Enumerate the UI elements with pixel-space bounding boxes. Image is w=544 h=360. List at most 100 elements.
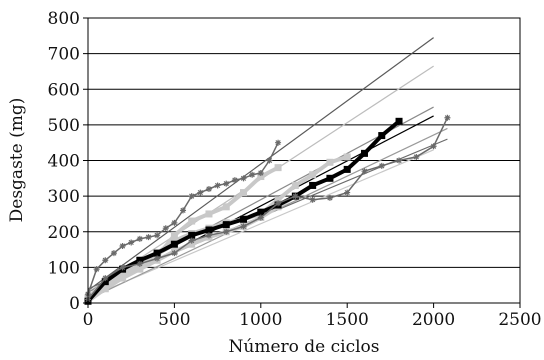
data-point	[119, 271, 127, 278]
data-point	[188, 231, 196, 239]
data-point	[343, 165, 351, 173]
y-tick-label: 500	[48, 116, 80, 136]
data-point	[291, 181, 299, 189]
data-point	[171, 219, 178, 226]
y-tick-label: 400	[48, 152, 80, 172]
data-point	[274, 196, 282, 204]
data-point	[378, 162, 385, 169]
data-point	[102, 257, 109, 264]
data-point	[223, 180, 230, 187]
data-point	[395, 117, 403, 125]
data-point	[257, 169, 264, 176]
data-point	[275, 139, 282, 146]
data-point	[309, 196, 316, 203]
data-series	[84, 114, 451, 305]
data-point	[223, 228, 230, 235]
data-point	[145, 234, 152, 241]
data-point	[119, 264, 126, 271]
data-point	[110, 250, 117, 257]
data-point	[274, 164, 282, 172]
data-point	[309, 171, 317, 179]
data-point	[170, 231, 178, 239]
data-point	[396, 157, 403, 164]
data-point	[188, 237, 195, 244]
data-point	[222, 221, 230, 229]
data-point	[275, 200, 282, 207]
data-point	[188, 193, 195, 200]
trendline	[87, 37, 434, 292]
data-point	[205, 186, 212, 192]
x-tick-label: 1000	[239, 310, 282, 330]
data-point	[222, 203, 230, 211]
data-point	[292, 193, 299, 200]
data-point	[136, 235, 143, 242]
data-point	[214, 182, 221, 189]
y-tick-label: 700	[48, 45, 80, 65]
x-tick-label: 1500	[326, 310, 369, 330]
y-tick-label: 0	[69, 294, 80, 314]
data-point	[180, 207, 187, 214]
data-point	[343, 153, 351, 161]
data-point	[153, 249, 161, 257]
series-line	[87, 117, 449, 300]
data-point	[119, 274, 127, 282]
data-point	[128, 239, 135, 246]
data-point	[326, 194, 333, 201]
data-point	[249, 171, 256, 178]
y-tick-label: 100	[48, 258, 80, 278]
data-point	[240, 223, 247, 230]
data-point	[205, 226, 213, 234]
data-point	[136, 256, 144, 264]
x-axis-label: Número de ciclos	[229, 337, 380, 357]
trendline	[87, 149, 434, 299]
y-tick-label: 800	[48, 9, 80, 29]
tick-marks	[83, 17, 521, 308]
data-point	[326, 174, 334, 182]
data-point	[197, 189, 204, 196]
y-axis-label: Desgaste (mg)	[7, 98, 27, 223]
data-point	[136, 260, 143, 267]
x-tick-label: 2000	[412, 310, 455, 330]
data-point	[344, 189, 351, 196]
data-point	[154, 232, 161, 239]
data-point	[136, 265, 144, 273]
data-point	[205, 210, 213, 218]
data-point	[360, 149, 368, 157]
data-point	[101, 281, 109, 289]
data-point	[171, 250, 178, 257]
data-point	[444, 114, 451, 121]
gridlines	[88, 53, 520, 268]
data-point	[101, 278, 109, 286]
data-point	[240, 215, 248, 223]
data-point	[378, 132, 386, 140]
data-point	[309, 181, 317, 189]
data-point	[257, 214, 264, 221]
data-point	[93, 266, 100, 273]
data-point	[266, 157, 273, 164]
data-point	[102, 275, 109, 282]
data-point	[361, 168, 368, 175]
data-point	[119, 243, 126, 249]
data-point	[413, 153, 420, 160]
y-tick-label: 200	[48, 223, 80, 243]
data-point	[188, 240, 196, 248]
series-line	[86, 119, 401, 303]
x-tick-label: 2500	[498, 310, 541, 330]
data-point	[257, 208, 265, 216]
data-point	[101, 285, 109, 293]
data-point	[231, 177, 238, 184]
data-point	[430, 143, 437, 150]
data-point	[240, 175, 247, 182]
data-point	[240, 189, 248, 197]
data-point	[170, 237, 178, 245]
data-point	[162, 225, 169, 232]
data-point	[154, 255, 161, 262]
data-point	[205, 232, 212, 239]
x-tick-label: 500	[158, 310, 190, 330]
data-point	[170, 240, 178, 248]
data-point	[188, 217, 196, 225]
data-point	[326, 158, 334, 166]
x-tick-label: 0	[83, 310, 94, 330]
data-point	[257, 173, 265, 181]
